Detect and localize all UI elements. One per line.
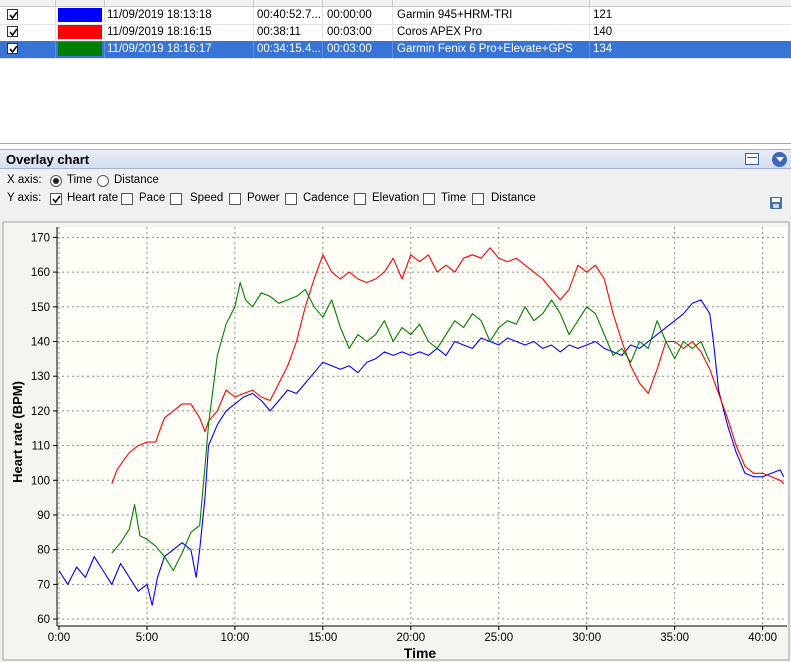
series-line-3 bbox=[111, 281, 711, 572]
row-checkbox[interactable] bbox=[7, 9, 18, 20]
color-swatch[interactable] bbox=[58, 8, 102, 22]
panel-title: Overlay chart bbox=[6, 152, 90, 167]
column-header-strip bbox=[0, 0, 791, 7]
duration-cell: 00:34:15.4... bbox=[257, 43, 321, 55]
y-axis-speed-checkbox[interactable] bbox=[170, 193, 182, 205]
y-axis-power-label[interactable]: Power bbox=[247, 192, 280, 204]
y-tick-label: 120 bbox=[31, 406, 50, 418]
y-tick-label: 100 bbox=[31, 475, 50, 487]
x-tick-label: 0:00 bbox=[48, 632, 70, 644]
start-time-cell: 11/09/2019 18:16:15 bbox=[107, 26, 212, 38]
y-axis-distance-label[interactable]: Distance bbox=[491, 192, 536, 204]
y-axis-speed-label[interactable]: Speed bbox=[190, 192, 224, 204]
color-swatch[interactable] bbox=[58, 25, 102, 39]
y-tick-label: 110 bbox=[32, 441, 50, 453]
y-tick-label: 90 bbox=[37, 510, 50, 522]
y-axis-label: Y axis: bbox=[7, 192, 42, 204]
x-axis-title: Time bbox=[404, 645, 437, 661]
y-axis-time-checkbox[interactable] bbox=[423, 193, 435, 205]
x-tick-label: 5:00 bbox=[136, 632, 158, 644]
y-axis-heart-rate-label[interactable]: Heart rate bbox=[67, 192, 119, 204]
y-tick-label: 80 bbox=[37, 545, 50, 557]
restore-window-icon[interactable] bbox=[745, 153, 759, 165]
start-time-cell: 11/09/2019 18:13:18 bbox=[107, 9, 212, 21]
y-tick-label: 160 bbox=[31, 267, 50, 279]
panel-menu-icon[interactable] bbox=[772, 152, 787, 167]
x-tick-label: 25:00 bbox=[484, 632, 513, 644]
heart-rate-chart: 60 70 80 90 100 110 120 130 140 150 160 170 0:00 5:00… bbox=[2, 221, 790, 661]
device-cell: Coros APEX Pro bbox=[397, 26, 483, 38]
y-axis-power-checkbox[interactable] bbox=[229, 193, 241, 205]
offset-cell: 00:03:00 bbox=[327, 43, 372, 55]
panel-header: Overlay chart bbox=[0, 149, 791, 169]
y-axis-time-label[interactable]: Time bbox=[441, 192, 467, 204]
row-checkbox[interactable] bbox=[7, 43, 18, 54]
activity-row[interactable]: 11/09/2019 18:16:15 00:38:11 00:03:00 Coros… bbox=[0, 24, 791, 42]
y-axis-heart-rate-checkbox[interactable] bbox=[50, 193, 62, 205]
save-icon[interactable] bbox=[770, 197, 782, 209]
x-tick-label: 10:00 bbox=[221, 632, 250, 644]
y-axis-cadence-label[interactable]: Cadence bbox=[303, 192, 350, 204]
activity-list: 11/09/2019 18:13:18 00:40:52.7... 00:00:00… bbox=[0, 0, 791, 144]
x-tick-label: 35:00 bbox=[660, 632, 689, 644]
x-tick-label: 15:00 bbox=[308, 632, 337, 644]
y-axis-pace-label[interactable]: Pace bbox=[139, 192, 166, 204]
series-line-1 bbox=[58, 299, 785, 606]
x-axis-time-label[interactable]: Time bbox=[67, 174, 93, 186]
duration-cell: 00:38:11 bbox=[257, 26, 301, 38]
x-tick-label: 40:00 bbox=[748, 632, 777, 644]
value-cell: 134 bbox=[593, 43, 613, 55]
color-swatch[interactable] bbox=[58, 42, 102, 56]
plot-area bbox=[57, 227, 787, 626]
y-tick-label: 140 bbox=[31, 336, 50, 348]
x-axis-distance-label[interactable]: Distance bbox=[114, 174, 159, 186]
y-axis-cadence-checkbox[interactable] bbox=[285, 193, 297, 205]
series-line-2 bbox=[111, 247, 785, 485]
x-axis-distance-radio[interactable] bbox=[97, 175, 109, 187]
axis-options: X axis: Time Distance Y axis: Heart rate… bbox=[0, 169, 791, 217]
y-axis-distance-checkbox[interactable] bbox=[472, 193, 484, 205]
start-time-cell: 11/09/2019 18:16:17 bbox=[107, 43, 212, 55]
row-checkbox[interactable] bbox=[7, 26, 18, 37]
y-axis-pace-checkbox[interactable] bbox=[121, 193, 133, 205]
offset-cell: 00:03:00 bbox=[327, 26, 372, 38]
value-cell: 121 bbox=[593, 9, 613, 21]
y-tick-label: 150 bbox=[31, 302, 50, 314]
y-tick-label: 70 bbox=[37, 579, 50, 591]
device-cell: Garmin Fenix 6 Pro+Elevate+GPS bbox=[397, 43, 573, 55]
y-axis-elevation-checkbox[interactable] bbox=[354, 193, 366, 205]
y-axis-elevation-label[interactable]: Elevation bbox=[372, 192, 420, 204]
device-cell: Garmin 945+HRM-TRI bbox=[397, 9, 513, 21]
y-tick-label: 130 bbox=[31, 371, 50, 383]
offset-cell: 00:00:00 bbox=[327, 9, 372, 21]
value-cell: 140 bbox=[593, 26, 613, 38]
activity-row[interactable]: 11/09/2019 18:16:17 00:34:15.4... 00:03:00… bbox=[0, 41, 791, 59]
x-axis-time-radio[interactable] bbox=[50, 175, 62, 187]
overlay-chart: 60 70 80 90 100 110 120 130 140 150 160 170 0:00 5:00… bbox=[0, 217, 791, 662]
duration-cell: 00:40:52.7... bbox=[257, 9, 321, 21]
x-tick-label: 30:00 bbox=[572, 632, 601, 644]
y-tick-label: 60 bbox=[37, 614, 50, 626]
y-axis-title: Heart rate (BPM) bbox=[10, 381, 25, 483]
activity-row[interactable]: 11/09/2019 18:13:18 00:40:52.7... 00:00:00… bbox=[0, 7, 791, 25]
x-axis-label: X axis: bbox=[7, 174, 42, 186]
y-tick-label: 170 bbox=[31, 232, 50, 244]
x-tick-label: 20:00 bbox=[396, 632, 425, 644]
